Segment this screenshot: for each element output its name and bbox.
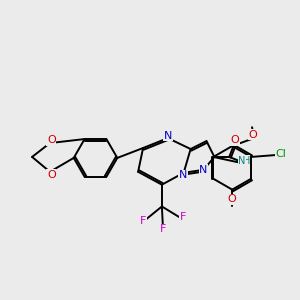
Text: O: O	[231, 136, 239, 146]
Text: N: N	[179, 170, 187, 180]
Text: F: F	[140, 216, 146, 226]
Text: H: H	[242, 155, 250, 166]
Text: F: F	[160, 224, 166, 234]
Text: O: O	[47, 135, 56, 145]
Text: F: F	[179, 212, 186, 222]
Text: N: N	[199, 165, 208, 175]
Text: O: O	[47, 170, 56, 180]
Text: O: O	[248, 130, 257, 140]
Text: N: N	[238, 155, 246, 166]
Text: Cl: Cl	[276, 149, 287, 159]
Text: N: N	[164, 131, 172, 141]
Text: O: O	[228, 194, 237, 204]
